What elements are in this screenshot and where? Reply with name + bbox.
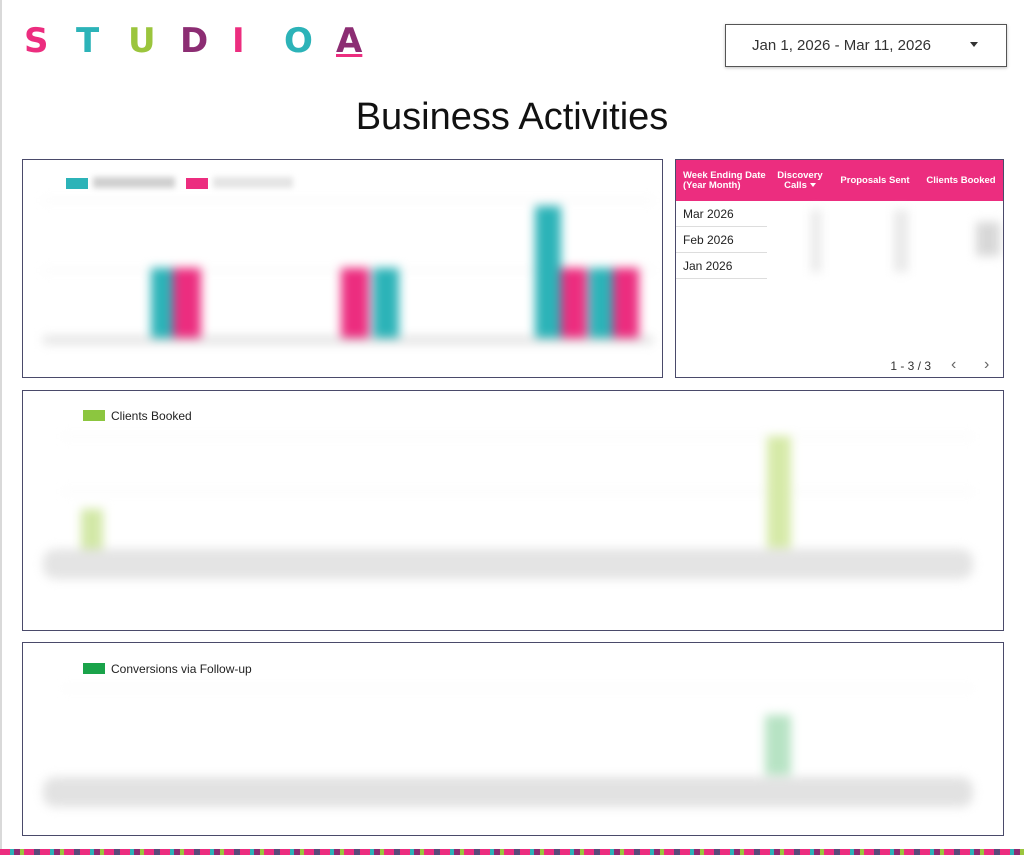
bar — [81, 509, 103, 549]
legend-label-redacted — [93, 177, 175, 188]
page-border — [0, 0, 2, 855]
page-title: Business Activities — [355, 96, 669, 138]
row-date: Jan 2026 — [676, 253, 767, 279]
bar — [613, 268, 639, 338]
caret-down-icon — [809, 182, 816, 187]
bar — [561, 268, 587, 338]
gridline — [43, 200, 653, 201]
chevron-right-icon[interactable]: › — [984, 356, 990, 373]
table-row: Feb 2026 — [676, 227, 1003, 253]
clients-booked-chart: Clients Booked — [22, 390, 1004, 631]
axis-baseline — [43, 549, 973, 579]
conversions-chart: Conversions via Follow-up — [22, 642, 1004, 836]
column-header-clients[interactable]: Clients Booked — [917, 160, 1003, 201]
redacted-cell — [894, 210, 908, 272]
conversions-plot — [43, 688, 973, 807]
bar — [767, 436, 791, 548]
gridline — [63, 436, 973, 437]
legend-label: Clients Booked — [111, 409, 192, 423]
column-header-proposals[interactable]: Proposals Sent — [833, 160, 917, 201]
blurred-plot-area — [43, 436, 973, 579]
legend-swatch-teal — [66, 178, 88, 189]
bar — [535, 206, 561, 338]
bar — [151, 268, 173, 338]
chevron-left-icon[interactable]: ‹ — [951, 356, 957, 373]
legend-swatch-pink — [186, 178, 208, 189]
table-row: Jan 2026 — [676, 253, 1003, 279]
logo-letter: U — [128, 21, 156, 61]
logo-letter: D — [180, 21, 209, 61]
blurred-plot-area — [43, 200, 653, 344]
decorative-bottom-strip — [0, 849, 1024, 855]
pagination-label: 1 - 3 / 3 — [890, 359, 931, 373]
bar — [589, 268, 613, 338]
bar — [341, 268, 369, 338]
redacted-cell — [811, 210, 821, 272]
bar-chart-plot — [43, 200, 653, 344]
column-header-label: Proposals Sent — [840, 174, 910, 186]
column-header-label: Week Ending Date (Year Month) — [683, 169, 766, 191]
blurred-plot-area — [43, 688, 973, 807]
logo-letter: O — [284, 21, 313, 61]
column-header-label: Discovery Calls — [777, 169, 823, 191]
table-row: Mar 2026 — [676, 201, 1003, 227]
logo-letter: A — [336, 21, 363, 61]
axis-baseline — [43, 336, 653, 344]
logo-letter: T — [76, 21, 100, 61]
axis-baseline — [43, 777, 973, 807]
clients-booked-plot — [43, 436, 973, 579]
bar — [373, 268, 399, 338]
legend-label-redacted — [213, 177, 293, 188]
legend-swatch-clients-booked — [83, 410, 105, 421]
redacted-cell — [976, 222, 1000, 256]
logo-letter: I — [232, 21, 245, 61]
legend-label: Conversions via Follow-up — [111, 662, 252, 676]
date-range-picker[interactable]: Jan 1, 2026 - Mar 11, 2026 — [725, 24, 1007, 67]
bar — [765, 715, 791, 775]
activity-bar-chart — [22, 159, 663, 378]
studio-a-logo: S T U D I O A — [24, 22, 388, 60]
activity-table: Week Ending Date (Year Month) Discovery … — [675, 159, 1004, 378]
column-header-label: Clients Booked — [926, 174, 996, 186]
gridline — [63, 491, 973, 492]
column-header-discovery[interactable]: Discovery Calls — [767, 160, 833, 201]
legend-swatch-conversions — [83, 663, 105, 674]
bar — [173, 268, 201, 338]
logo-letter: S — [24, 21, 49, 61]
row-date: Feb 2026 — [676, 227, 767, 253]
date-range-value: Jan 1, 2026 - Mar 11, 2026 — [752, 37, 932, 54]
column-header-week[interactable]: Week Ending Date (Year Month) — [676, 160, 767, 201]
table-header: Week Ending Date (Year Month) Discovery … — [676, 160, 1003, 201]
row-date: Mar 2026 — [676, 201, 767, 227]
gridline — [63, 688, 973, 689]
chevron-down-icon[interactable] — [970, 42, 978, 47]
